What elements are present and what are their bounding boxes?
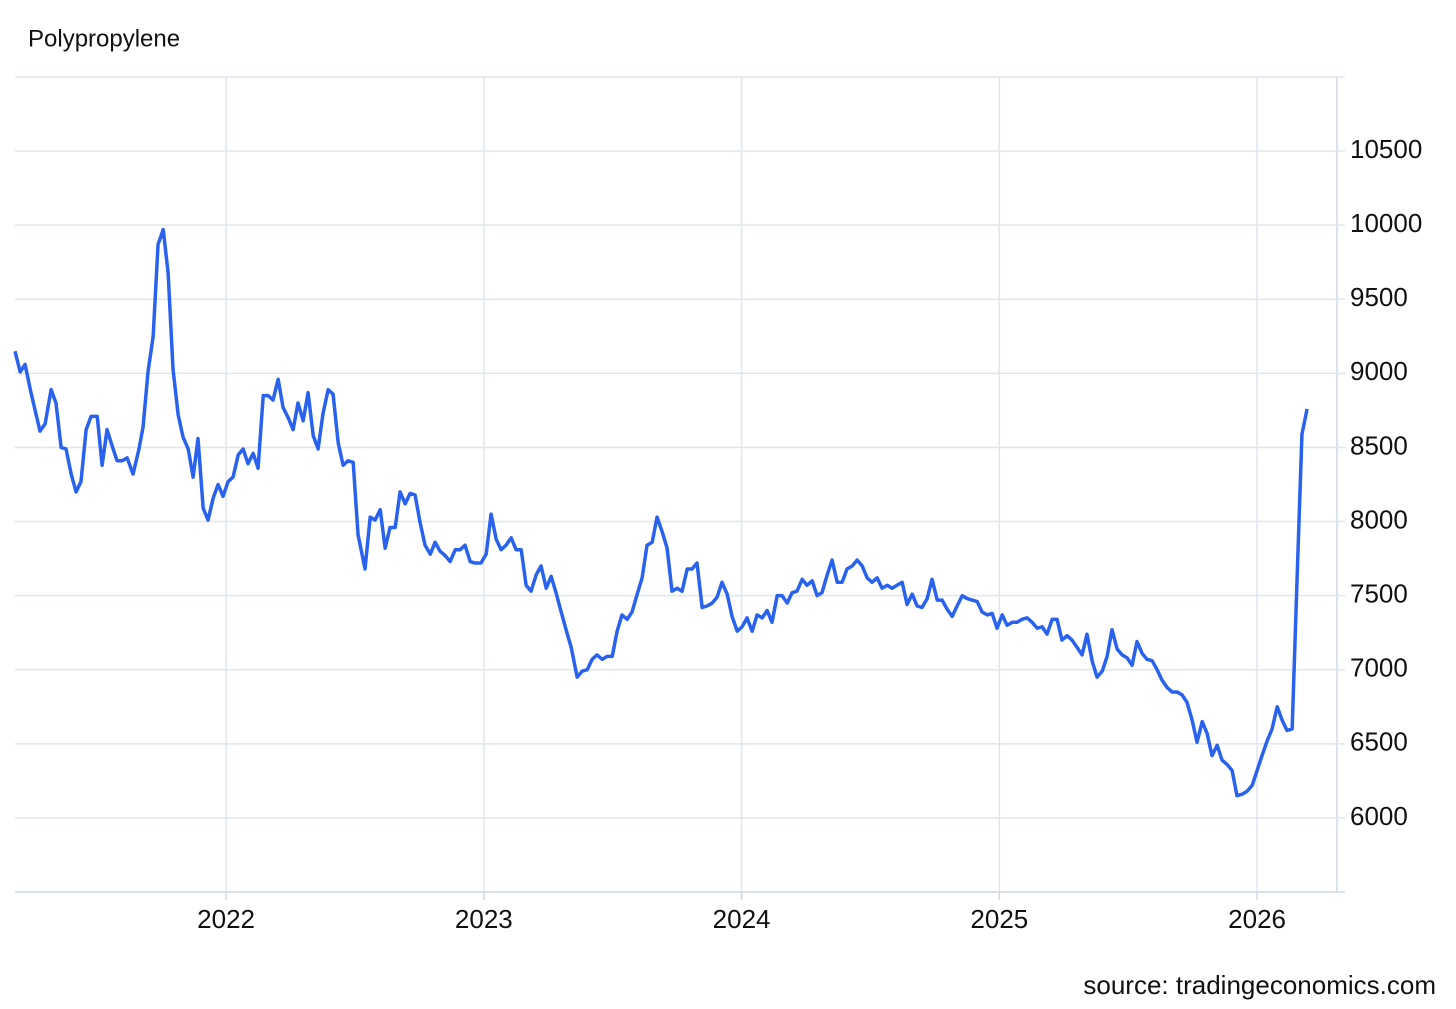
- x-tick-label: 2022: [197, 904, 255, 934]
- y-tick-label: 10000: [1350, 208, 1422, 238]
- chart-title: Polypropylene: [28, 25, 180, 52]
- data-line: [13, 227, 1309, 798]
- x-tick-label: 2025: [970, 904, 1028, 934]
- y-tick-label: 8000: [1350, 504, 1408, 534]
- y-tick-label: 8500: [1350, 430, 1408, 460]
- y-tick-label: 6500: [1350, 727, 1408, 757]
- y-tick-label: 7000: [1350, 653, 1408, 683]
- x-tick-label: 2023: [455, 904, 513, 934]
- x-tick-label: 2026: [1228, 904, 1286, 934]
- y-tick-label: 9500: [1350, 282, 1408, 312]
- x-tick-label: 2024: [713, 904, 771, 934]
- y-tick-label: 6000: [1350, 801, 1408, 831]
- y-tick-label: 10500: [1350, 134, 1422, 164]
- y-tick-label: 9000: [1350, 356, 1408, 386]
- y-tick-label: 7500: [1350, 579, 1408, 609]
- source-note: source: tradingeconomics.com: [1083, 970, 1436, 1000]
